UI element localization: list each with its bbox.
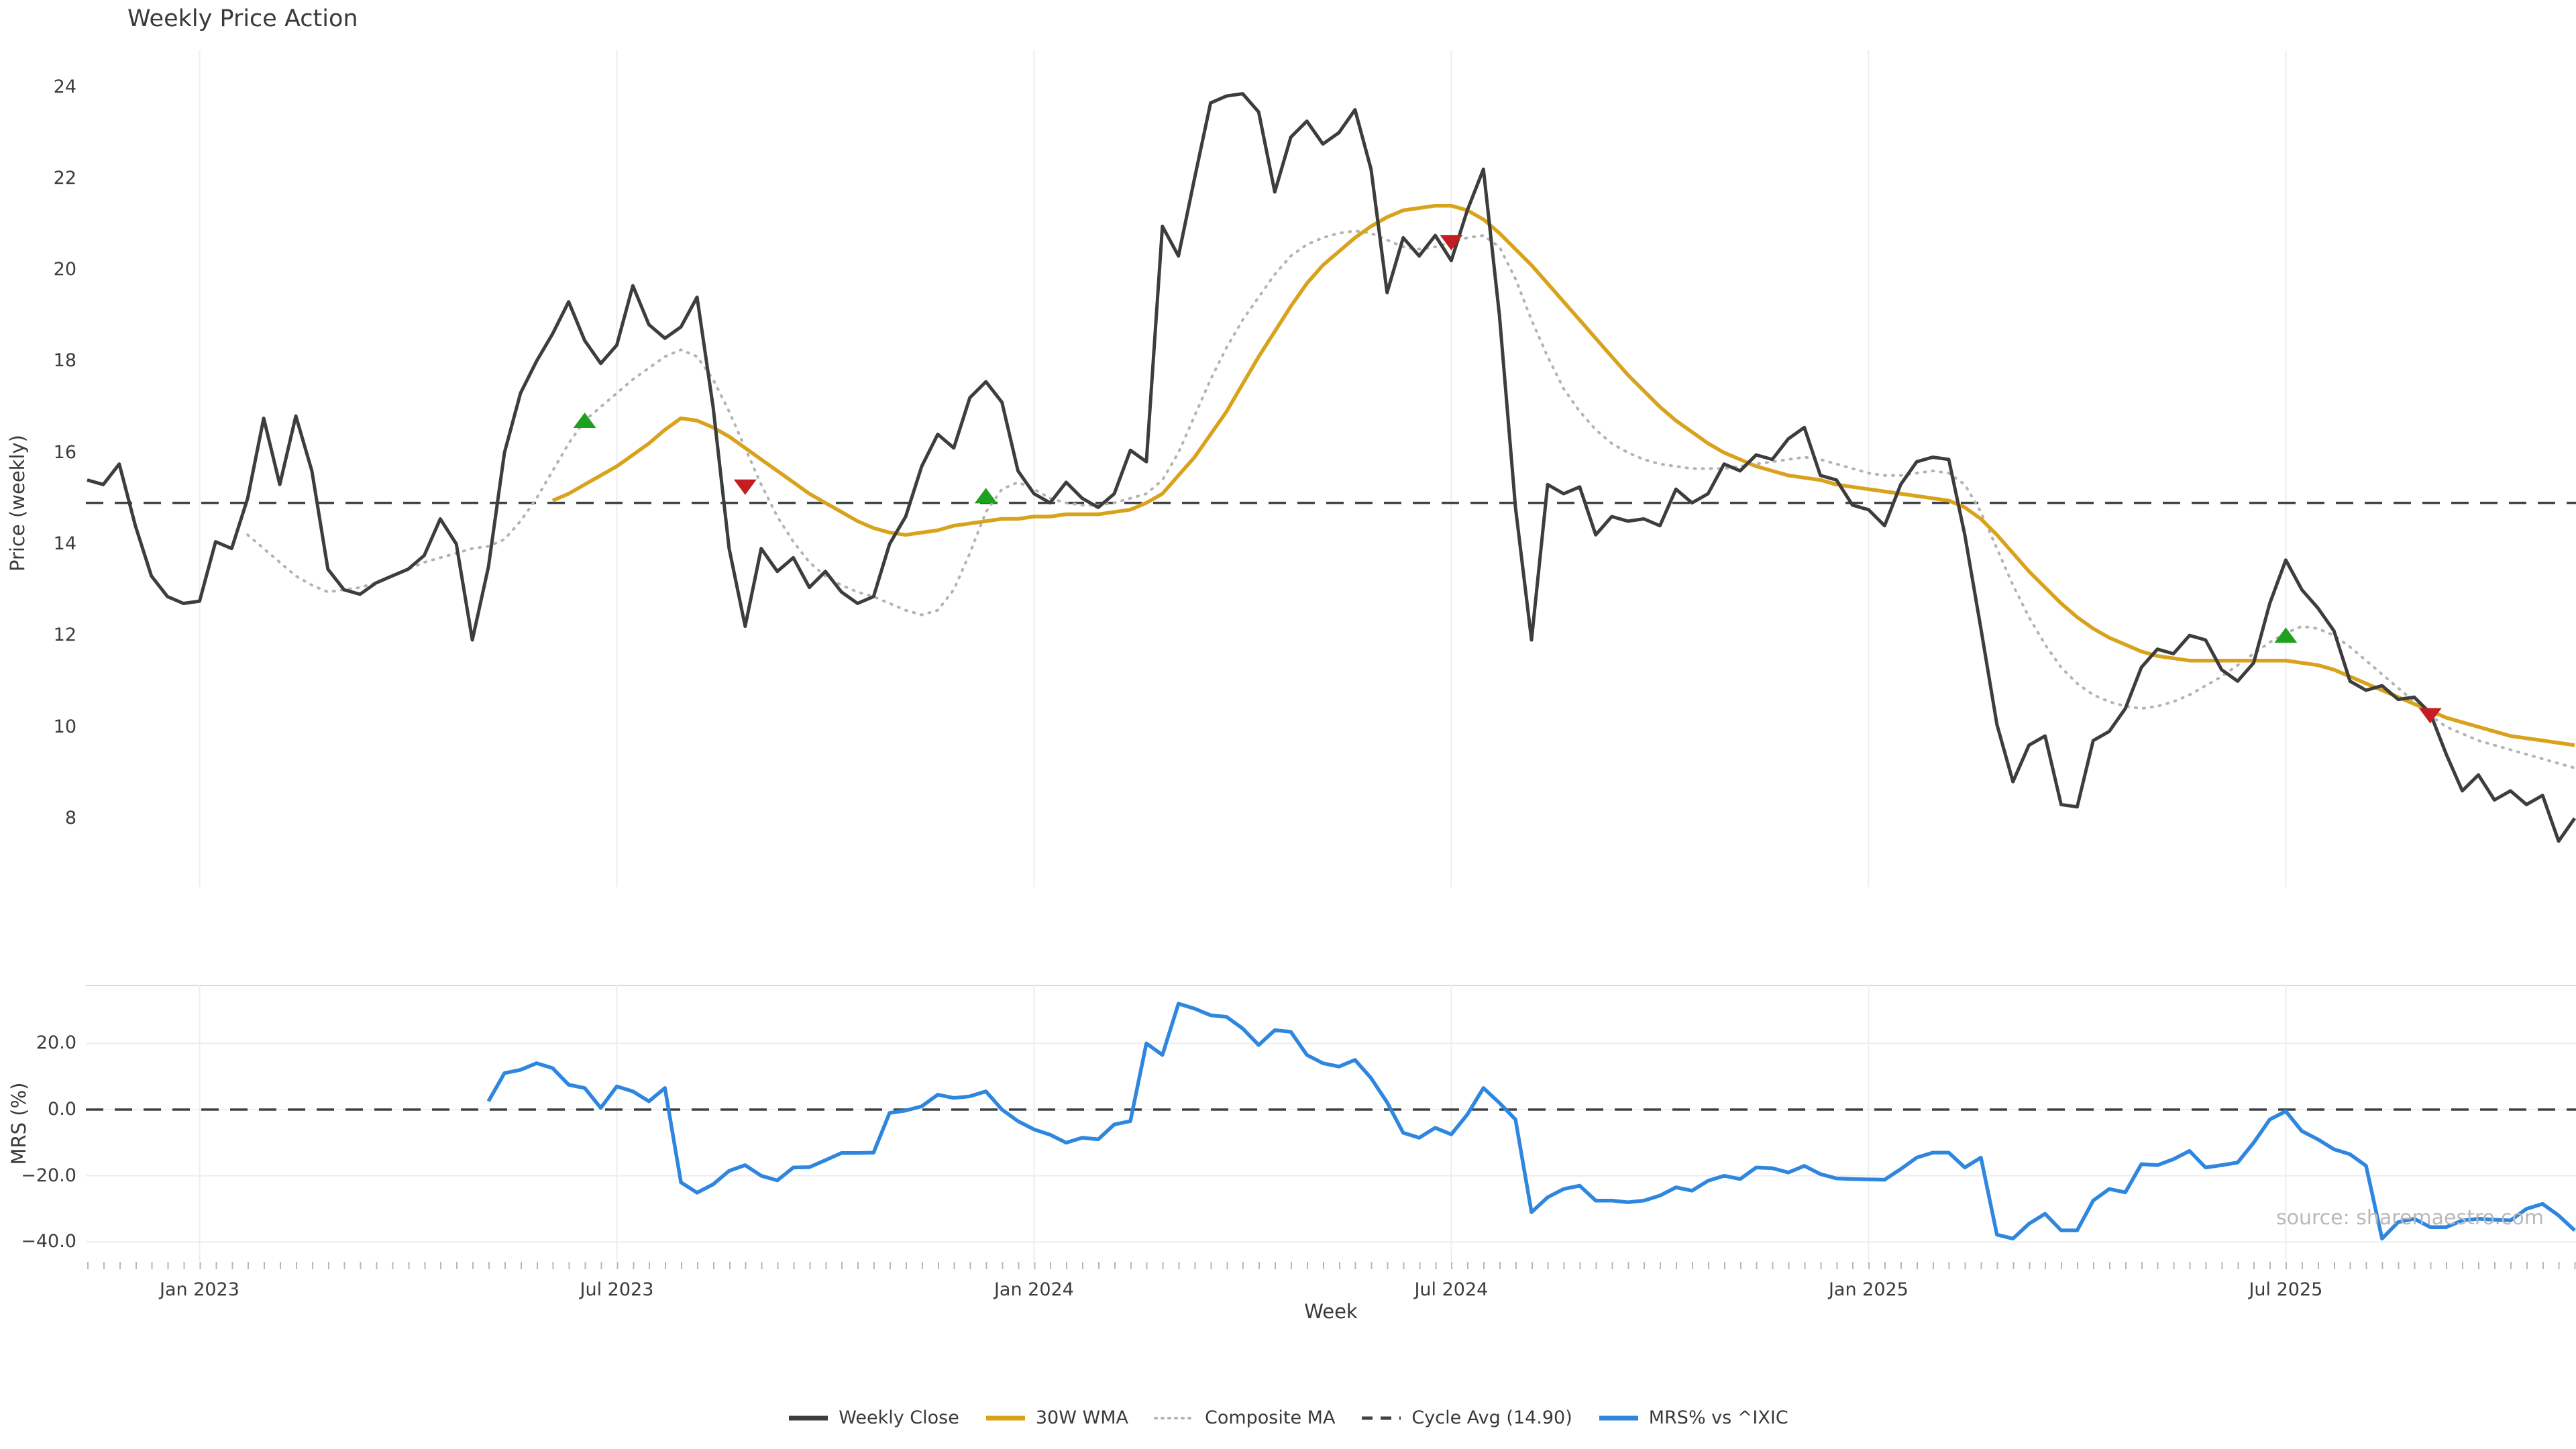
x-tick-label-jul-2025: Jul 2025: [2249, 1279, 2323, 1300]
legend-item-30w-wma: 30W WMA: [985, 1407, 1128, 1428]
mrs-ytick-label: −20.0: [21, 1165, 76, 1186]
mrs-line: [486, 1002, 2576, 1241]
legend-item-mrs-vs-ixic: MRS% vs ^IXIC: [1598, 1407, 1788, 1428]
x-tick-label-jan-2023: Jan 2023: [159, 1279, 239, 1300]
buy-signal-icon: [573, 412, 596, 428]
legend-label: Weekly Close: [839, 1407, 959, 1428]
chart-title: Weekly Price Action: [127, 5, 358, 32]
legend-label: Composite MA: [1204, 1407, 1336, 1428]
legend-swatch-solid-icon: [985, 1415, 1025, 1420]
legend-label: Cycle Avg (14.90): [1411, 1407, 1572, 1428]
mrs-ytick-label: 20.0: [36, 1032, 76, 1054]
price-panel-plot: [86, 50, 2576, 887]
x-tick-label-jul-2024: Jul 2024: [1414, 1279, 1489, 1300]
price-ytick-label: 20: [53, 259, 76, 280]
price-ytick-label: 24: [53, 76, 76, 97]
sell-signal-icon: [2418, 708, 2442, 724]
weekly-close-line: [87, 92, 2576, 843]
price-ytick-label: 16: [53, 441, 76, 463]
mrs-panel-plot: [86, 985, 2576, 1261]
price-ytick-label: 8: [64, 807, 76, 828]
x-tick-label-jan-2025: Jan 2025: [1828, 1279, 1909, 1300]
x-tick-label-jul-2023: Jul 2023: [580, 1279, 654, 1300]
price-ytick-label: 12: [53, 625, 76, 646]
legend-item-cycle-avg-14-90: Cycle Avg (14.90): [1360, 1407, 1572, 1428]
legend-swatch-solid-icon: [789, 1415, 828, 1420]
price-ytick-label: 22: [53, 167, 76, 189]
mrs-axis-label: MRS (%): [7, 1082, 30, 1165]
legend-label: MRS% vs ^IXIC: [1648, 1407, 1788, 1428]
legend-swatch-solid-icon: [1599, 1415, 1638, 1420]
legend-item-composite-ma: Composite MA: [1153, 1407, 1336, 1428]
buy-signal-icon: [2274, 627, 2298, 643]
chart-legend: Weekly Close 30W WMA Composite MA Cycle Avg…: [0, 1407, 2576, 1428]
legend-swatch-dashed-icon: [1362, 1416, 1401, 1419]
x-tick-label-jan-2024: Jan 2024: [994, 1279, 1074, 1300]
wma-line: [551, 203, 2575, 747]
buy-signal-icon: [974, 488, 998, 504]
price-ytick-label: 18: [53, 350, 76, 372]
price-ytick-label: 14: [53, 533, 76, 554]
weekly-minor-ticks: [87, 1262, 2576, 1269]
sell-signal-icon: [1440, 235, 1463, 251]
mrs-ytick-label: −40.0: [21, 1231, 76, 1252]
mrs-ytick-label: 0.0: [48, 1099, 76, 1120]
legend-swatch-dotted-icon: [1153, 1416, 1195, 1419]
composite-ma-line: [246, 229, 2576, 769]
price-ytick-label: 10: [53, 716, 76, 737]
sell-signal-icon: [733, 479, 757, 495]
legend-label: 30W WMA: [1035, 1407, 1128, 1428]
source-watermark: source: sharemaestro.com: [2276, 1206, 2544, 1230]
legend-item-weekly-close: Weekly Close: [788, 1407, 959, 1428]
x-axis-label: Week: [1304, 1300, 1358, 1323]
